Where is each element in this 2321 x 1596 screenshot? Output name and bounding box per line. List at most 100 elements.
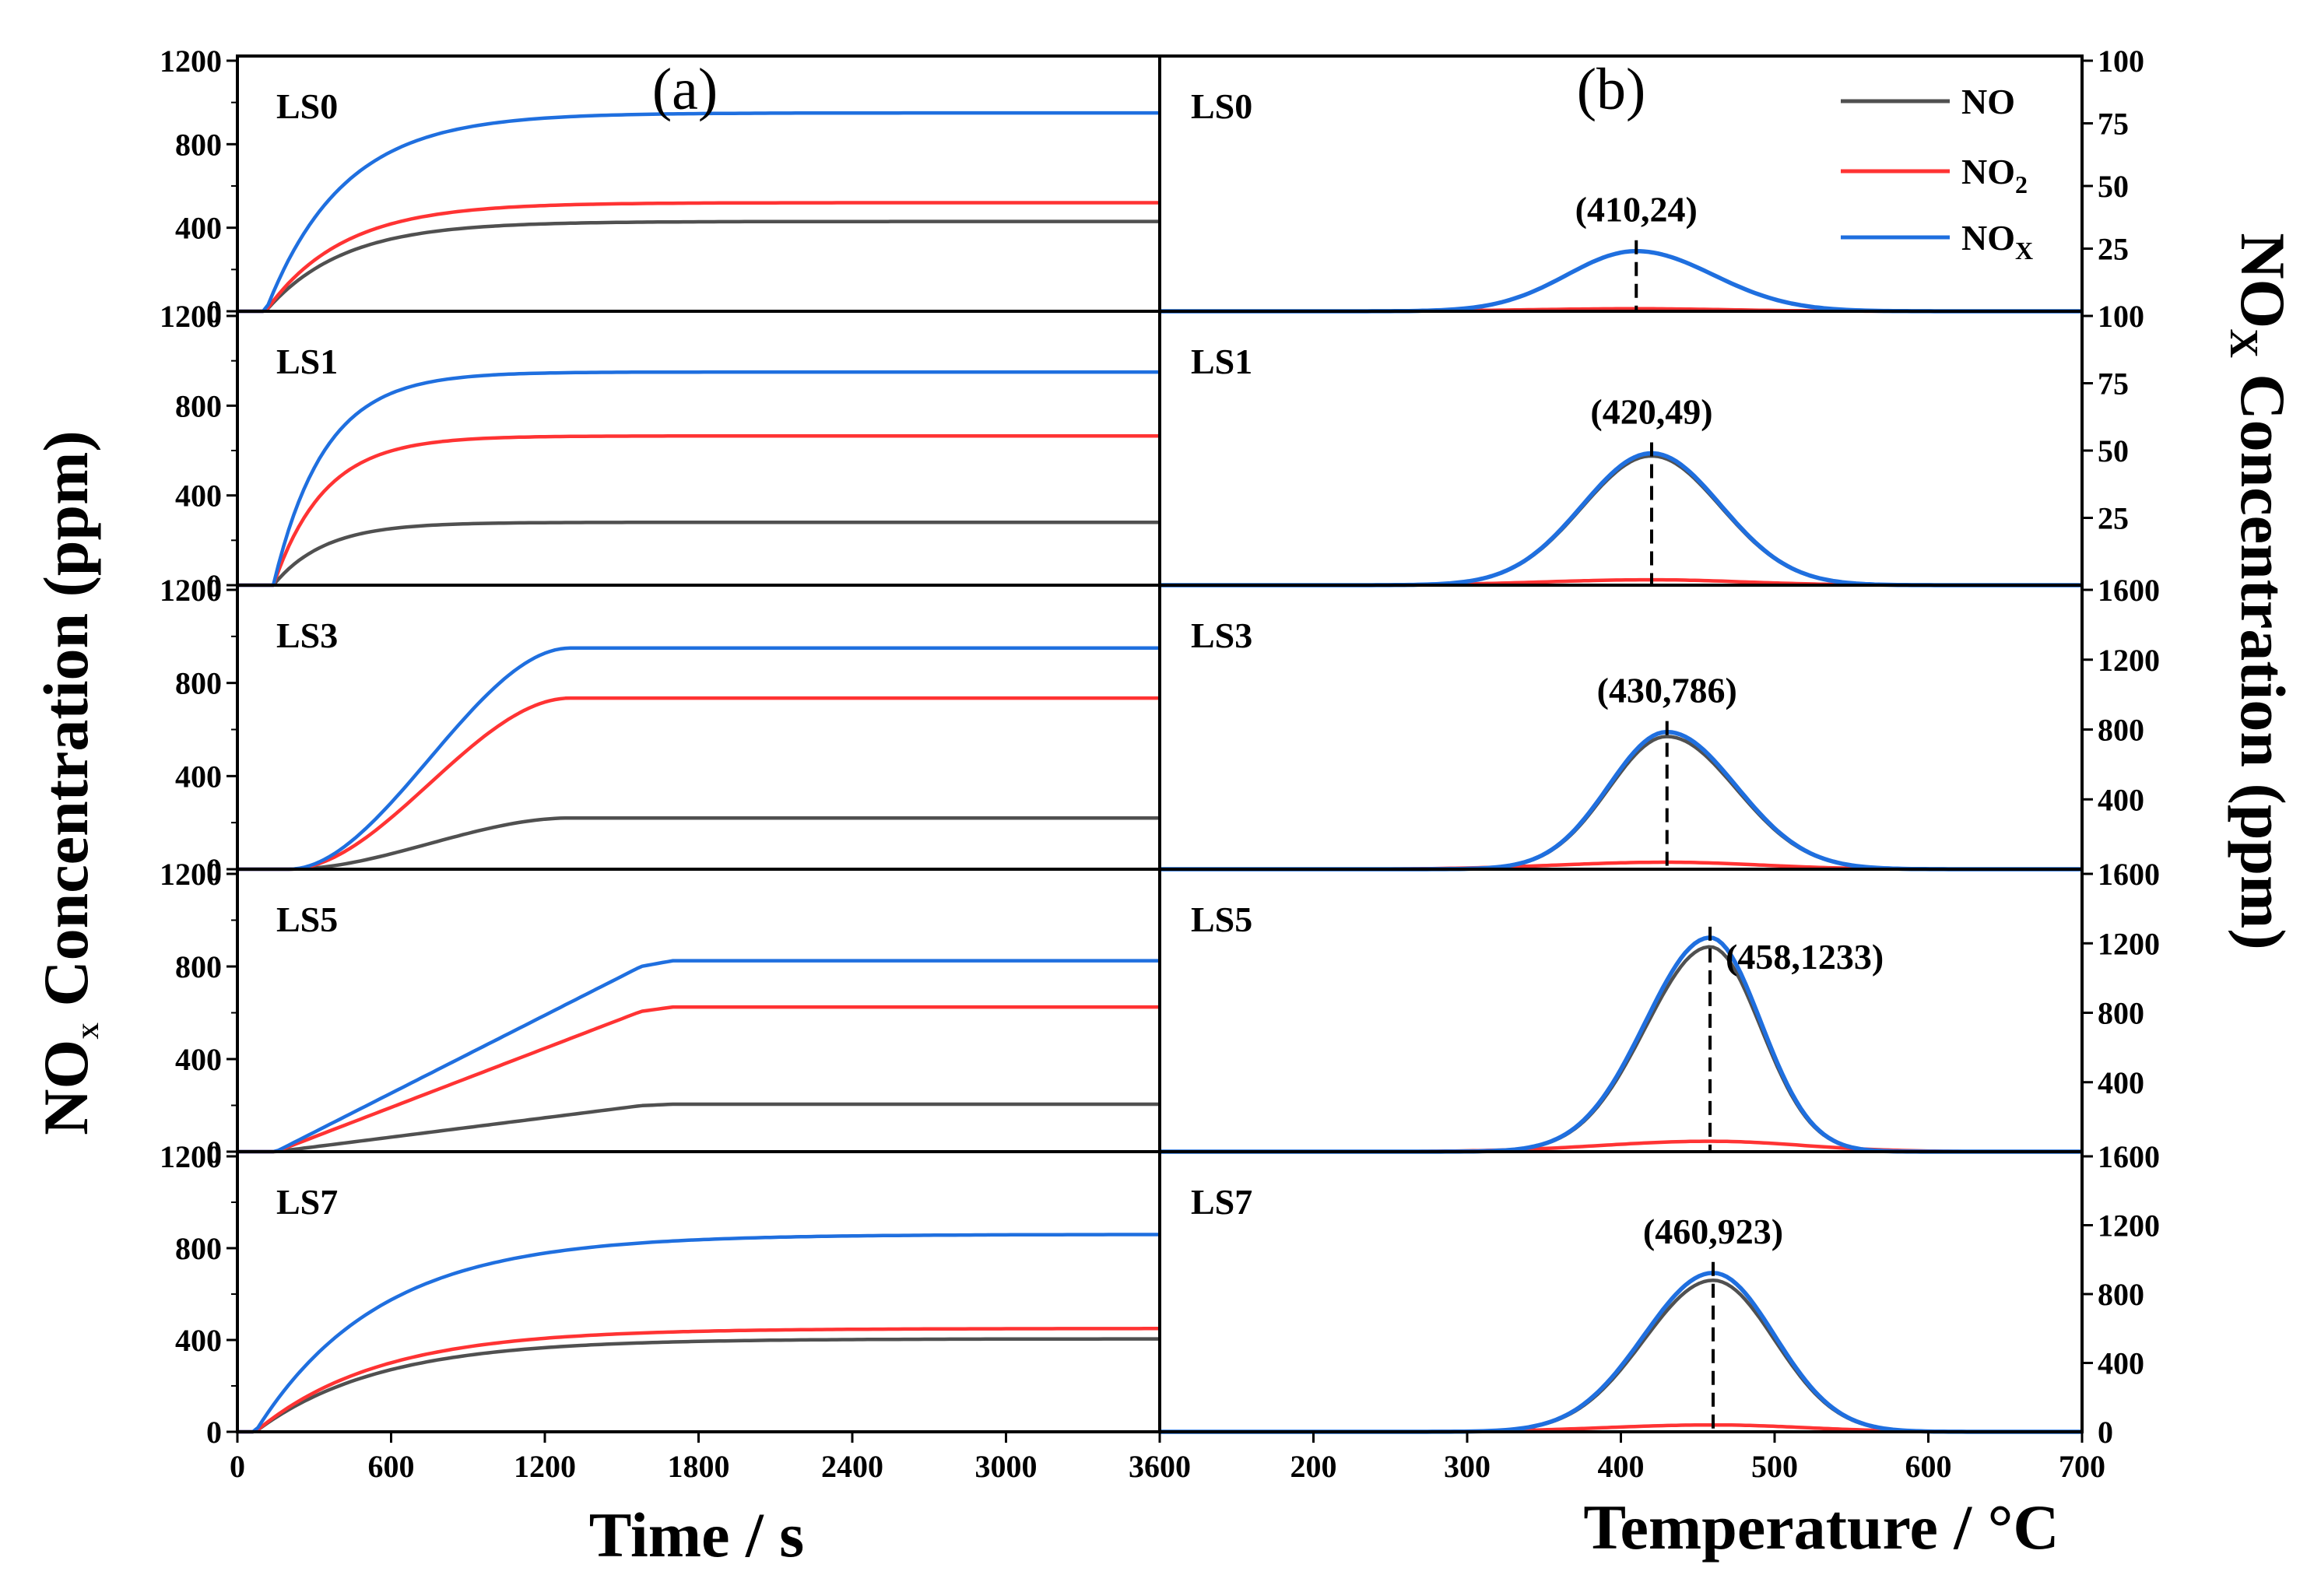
curve-a-ls1-no2 [237, 434, 1160, 588]
xtick-label-a: 600 [368, 1449, 415, 1484]
ytick-label-a: 0 [206, 568, 222, 603]
ytick-label-a: 0 [206, 294, 222, 329]
ytick-label-a: 800 [175, 949, 222, 984]
ytick-label-b: 1200 [2098, 926, 2160, 961]
ytick-label-a: 1200 [160, 857, 222, 892]
ytick-label-a: 1200 [160, 573, 222, 608]
curve-a-ls3-no [237, 816, 1160, 872]
frame-b-row-3 [1158, 868, 2084, 1153]
peak-label-ls3: (430,786) [1597, 671, 1737, 710]
curve-a-ls0-no [237, 219, 1160, 314]
ytick-label-b: 75 [2098, 367, 2129, 402]
ytick-label-a: 0 [206, 852, 222, 887]
ytick-label-a: 1200 [160, 44, 222, 79]
ytick-label-b: 50 [2098, 169, 2129, 204]
ytick-label-a: 800 [175, 1231, 222, 1266]
y-axis-title-right: NOX Concentration (ppm) [2221, 233, 2298, 949]
curve-b-ls7-no [1160, 1279, 2082, 1434]
curve-a-ls5-no2 [237, 1005, 1160, 1154]
panel-letter-a: (a) [652, 57, 718, 122]
panel-b-label-ls3: LS3 [1191, 616, 1252, 655]
frame-a-row-4 [236, 1150, 1161, 1433]
peak-label-ls7: (460,923) [1643, 1212, 1783, 1251]
ytick-label-b: 800 [2098, 1277, 2144, 1312]
frame-a-row-2 [236, 584, 1161, 871]
curve-a-ls0-nox [237, 110, 1160, 314]
peak-label-ls5: (458,1233) [1726, 937, 1884, 977]
curve-b-ls3-no [1160, 735, 2082, 872]
xtick-label-a: 2400 [821, 1449, 883, 1484]
ytick-label-b: 400 [2098, 782, 2144, 817]
curve-a-ls5-nox [237, 959, 1160, 1154]
curve-b-ls7-nox [1160, 1271, 2082, 1434]
ytick-label-b: 800 [2098, 713, 2144, 748]
peak-label-ls1: (420,49) [1590, 391, 1712, 431]
panel-b-label-ls7: LS7 [1191, 1182, 1252, 1222]
frame-a-row-3 [236, 868, 1161, 1153]
xtick-label-b: 200 [1290, 1449, 1337, 1484]
curve-a-ls1-nox [237, 370, 1160, 588]
ytick-label-a: 1200 [160, 1139, 222, 1174]
legend-label-no2: NO2 [1961, 152, 2028, 198]
ytick-label-b: 1600 [2098, 857, 2160, 892]
panel-b-label-ls5: LS5 [1191, 900, 1252, 939]
panel-a-label-ls0: LS0 [276, 86, 338, 126]
ytick-label-a: 400 [175, 1323, 222, 1358]
curve-b-ls3-nox [1160, 729, 2082, 872]
xtick-label-a: 3000 [975, 1449, 1038, 1484]
ytick-label-b: 25 [2098, 501, 2129, 536]
curve-b-ls0-nox [1160, 248, 2082, 314]
ytick-label-a: 400 [175, 479, 222, 514]
panel-b-label-ls1: LS1 [1191, 342, 1252, 381]
panel-a-label-ls1: LS1 [276, 342, 338, 381]
ytick-label-b: 100 [2098, 299, 2144, 334]
frame-a-row-1 [236, 310, 1161, 587]
curve-a-ls7-no2 [237, 1327, 1160, 1434]
panel-letter-b: (b) [1577, 57, 1646, 122]
curve-b-ls1-nox [1160, 451, 2082, 588]
xtick-label-a: 1200 [514, 1449, 576, 1484]
curve-a-ls7-nox [237, 1233, 1160, 1434]
ytick-label-b: 400 [2098, 1065, 2144, 1100]
panel-a-label-ls5: LS5 [276, 900, 338, 939]
curve-a-ls3-no2 [237, 696, 1160, 872]
x-axis-title-b: Temperature / °C [1583, 1492, 2059, 1563]
xtick-label-b: 400 [1598, 1449, 1645, 1484]
legend-label-no: NO [1961, 82, 2015, 121]
x-axis-title-a: Time / s [589, 1500, 804, 1570]
frame-b-row-1 [1158, 310, 2084, 587]
ytick-label-b: 800 [2098, 996, 2144, 1031]
ytick-label-a: 0 [206, 1415, 222, 1450]
ytick-label-b: 1200 [2098, 643, 2160, 678]
xtick-label-b: 700 [2059, 1449, 2105, 1484]
ytick-label-b: 50 [2098, 433, 2129, 468]
xtick-label-a: 1800 [668, 1449, 730, 1484]
panel-b-label-ls0: LS0 [1191, 86, 1252, 126]
curve-a-ls5-no [237, 1102, 1160, 1154]
xtick-label-a: 0 [230, 1449, 245, 1484]
curve-a-ls7-no [237, 1337, 1160, 1434]
ytick-label-a: 0 [206, 1135, 222, 1170]
curve-a-ls3-nox [237, 646, 1160, 872]
ytick-label-a: 400 [175, 1042, 222, 1077]
curve-b-ls5-nox [1160, 935, 2082, 1154]
frame-b-row-4 [1158, 1150, 2084, 1433]
ytick-label-a: 800 [175, 388, 222, 423]
legend-label-nox: NOX [1961, 218, 2033, 265]
frame-b-row-2 [1158, 584, 2084, 871]
curve-a-ls0-no2 [237, 201, 1160, 314]
ytick-label-b: 1200 [2098, 1208, 2160, 1243]
xtick-label-b: 500 [1751, 1449, 1798, 1484]
ytick-label-b-zero: 0 [2098, 1415, 2113, 1450]
curve-b-ls1-no [1160, 454, 2082, 588]
curve-b-ls0-no [1160, 249, 2082, 314]
ytick-label-b: 25 [2098, 232, 2129, 267]
ytick-label-b: 75 [2098, 107, 2129, 142]
ytick-label-a: 400 [175, 759, 222, 794]
xtick-label-b: 300 [1444, 1449, 1491, 1484]
ytick-label-b: 1600 [2098, 1139, 2160, 1174]
ytick-label-b: 400 [2098, 1346, 2144, 1381]
curve-b-ls5-no [1160, 945, 2082, 1154]
ytick-label-a: 800 [175, 127, 222, 162]
